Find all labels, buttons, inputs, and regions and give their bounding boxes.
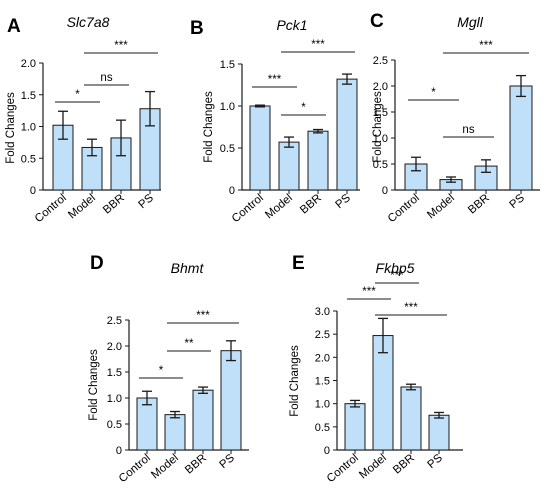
x-tick-label: BBR (101, 192, 127, 216)
y-tick-label: 1.5 (107, 367, 122, 379)
significance-label: *** (390, 270, 404, 282)
y-axis-label: Fold Changes (203, 91, 215, 163)
y-tick-label: 1.5 (220, 59, 235, 71)
panel-c: C Mgll Fold Changes 0 0.5 1.0 1.5 2.0 2.5 Control… (370, 11, 540, 225)
y-tick-label: 2.0 (315, 352, 330, 364)
bar (249, 105, 271, 191)
bar (220, 350, 242, 451)
bar (509, 85, 533, 191)
y-tick-label: 0.5 (373, 159, 388, 171)
y-tick-label: 2.5 (315, 329, 330, 341)
panel-letter: C (370, 11, 384, 32)
significance-label: *** (479, 40, 493, 52)
panel-title: Mgll (457, 14, 484, 30)
significance-label: ns (100, 72, 112, 84)
y-axis-label: Fold Changes (88, 349, 100, 421)
x-tick-label: Control (33, 192, 69, 225)
bar (278, 141, 300, 191)
panel-title: Slc7a8 (67, 14, 110, 30)
bar (192, 389, 214, 451)
x-tick-label: PS (217, 452, 237, 471)
panel-e: E Fkbp5 Fold Changes 0 0.5 1.0 1.5 2.0 2.5 3.0 Con… (289, 253, 463, 485)
panel-letter: A (7, 16, 21, 37)
bar (307, 130, 329, 191)
significance-label: * (159, 365, 164, 377)
y-tick-label: 0.5 (220, 143, 235, 155)
x-tick-label: PS (136, 192, 156, 211)
y-tick-label: 1.5 (315, 376, 330, 388)
bar (136, 397, 158, 451)
y-tick-label: 0 (116, 445, 122, 457)
panel-title: Pck1 (276, 17, 307, 33)
y-tick-label: 1.5 (21, 90, 36, 102)
y-axis-label: Fold Changes (5, 92, 17, 164)
significance-label: * (301, 102, 306, 114)
significance-label: * (431, 87, 436, 99)
x-tick-label: Control (386, 192, 422, 225)
panel-letter: B (190, 18, 204, 39)
y-tick-label: 2.0 (21, 58, 36, 70)
y-tick-label: 1.5 (373, 107, 388, 119)
significance-label: ns (462, 124, 474, 136)
y-tick-label: 0.5 (315, 422, 330, 434)
significance-label: *** (114, 40, 128, 52)
panel-d: D Bhmt Fold Changes 0 0.5 1.0 1.5 2.0 2.5 Control… (88, 253, 249, 485)
y-tick-label: 1.0 (373, 133, 388, 145)
x-tick-label: Control (230, 192, 266, 225)
x-tick-label: Control (325, 452, 361, 485)
x-tick-label: PS (333, 192, 353, 211)
x-tick-label: Model (425, 192, 457, 221)
x-tick-label: BBR (391, 452, 417, 476)
y-tick-label: 2.0 (373, 81, 388, 93)
y-axis-label: Fold Changes (372, 91, 384, 163)
y-tick-label: 1.0 (107, 393, 122, 405)
x-tick-label: Model (66, 192, 98, 221)
y-tick-label: 1.0 (21, 122, 36, 134)
panel-title: Bhmt (171, 260, 205, 276)
bar (164, 414, 186, 451)
x-tick-label: Model (263, 192, 295, 221)
significance-label: * (75, 89, 80, 101)
x-tick-label: Model (357, 452, 389, 481)
y-tick-label: 1.0 (315, 399, 330, 411)
y-tick-label: 0.5 (107, 419, 122, 431)
significance-label: *** (404, 302, 418, 314)
x-tick-label: BBR (466, 192, 492, 216)
bar (428, 414, 450, 451)
y-tick-label: 2.0 (107, 341, 122, 353)
panel-title: Fkbp5 (376, 260, 415, 276)
y-tick-label: 0 (229, 185, 235, 197)
y-tick-label: 0 (382, 185, 388, 197)
bar (344, 403, 366, 451)
y-axis-label: Fold Changes (289, 345, 301, 417)
x-tick-label: PS (507, 192, 527, 211)
significance-label: *** (196, 310, 210, 322)
significance-label: *** (362, 286, 376, 298)
bar (400, 386, 422, 451)
significance-label: *** (311, 39, 325, 51)
x-tick-label: BBR (298, 192, 324, 216)
x-tick-label: PS (425, 452, 445, 471)
y-tick-label: 0 (324, 445, 330, 457)
y-tick-label: 2.5 (107, 315, 122, 327)
y-tick-label: 3.0 (315, 306, 330, 318)
panel-a: A Slc7a8 Fold Changes 0 0.5 1.0 1.5 2.0 ControlM… (5, 14, 161, 225)
y-tick-label: 0.5 (21, 153, 36, 165)
x-tick-label: Model (149, 452, 181, 481)
panel-letter: E (292, 253, 305, 274)
y-tick-label: 2.5 (373, 55, 388, 67)
significance-label: *** (268, 74, 282, 86)
y-tick-label: 1.0 (220, 101, 235, 113)
x-tick-label: Control (117, 452, 153, 485)
panel-letter: D (90, 253, 104, 274)
bar (336, 78, 358, 191)
significance-label: ** (185, 338, 194, 350)
y-tick-label: 0 (30, 185, 36, 197)
x-tick-label: BBR (183, 452, 209, 476)
